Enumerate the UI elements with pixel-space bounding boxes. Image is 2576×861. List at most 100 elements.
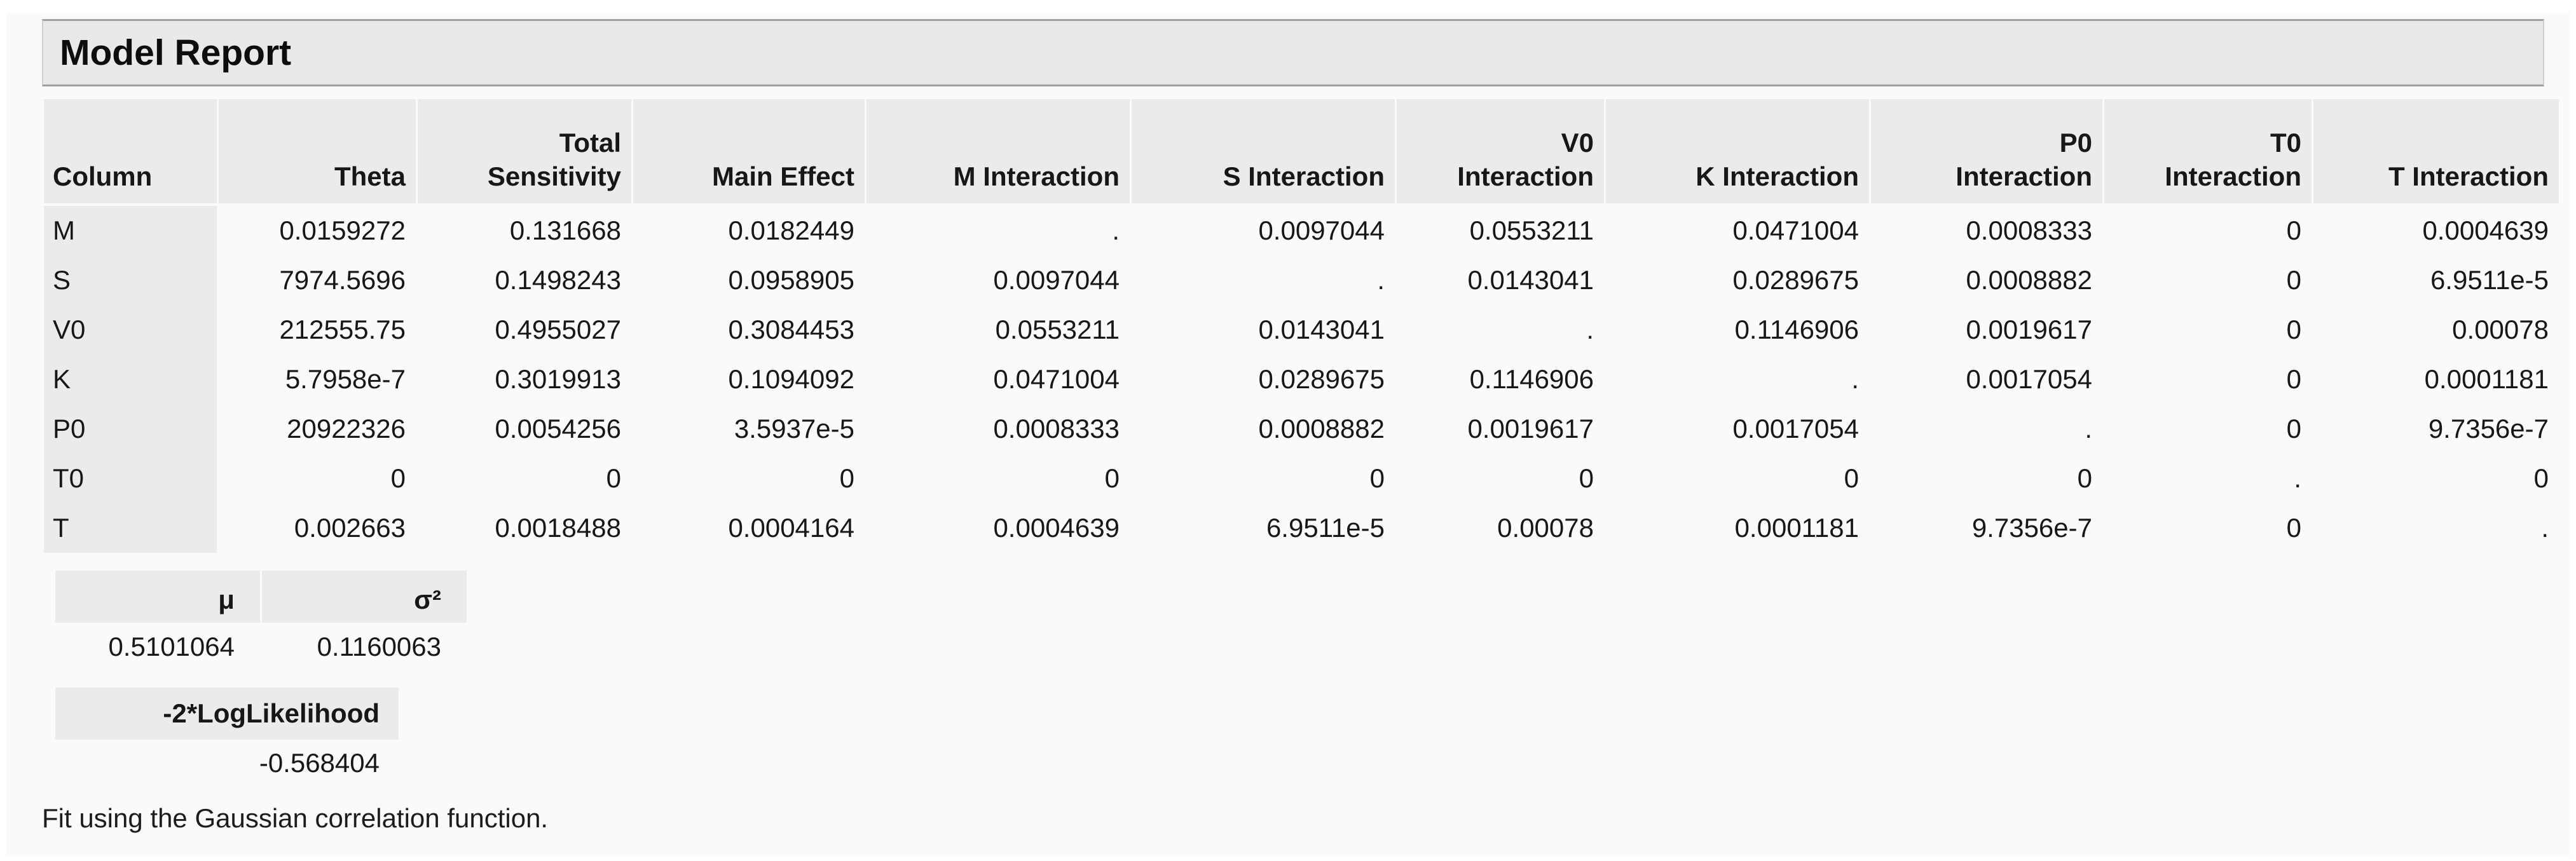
stats-header-row: μ σ²	[55, 571, 467, 623]
cell: .	[2294, 463, 2301, 493]
cell: 0.1498243	[495, 265, 621, 295]
column-header-2: Total Sensitivity	[418, 99, 631, 206]
row-label: M	[44, 206, 217, 255]
cell: 5.7958e-7	[285, 364, 406, 394]
table-row: V0 212555.75 0.4955027 0.3084453 0.0553211 0.…	[44, 305, 2559, 355]
cell: 0.0159272	[279, 215, 406, 245]
mu-sigma-table: μ σ² 0.5101064 0.1160063	[53, 571, 469, 671]
cell: 0.0004639	[2422, 215, 2549, 245]
mu-header: μ	[55, 571, 260, 623]
cell: 0.0097044	[993, 265, 1120, 295]
cell: 0	[2286, 315, 2301, 344]
column-header-5: S Interaction	[1132, 99, 1395, 206]
cell: 0.0004639	[993, 513, 1120, 543]
model-report-panel: Model Report Column Theta Total Sensitivit…	[6, 13, 2570, 856]
cell: 0.0289675	[1732, 265, 1859, 295]
cell: 0.0553211	[1469, 215, 1594, 245]
cell: 0	[1369, 463, 1385, 493]
cell: 0.0471004	[993, 364, 1120, 394]
loglikelihood-value-row: -0.568404	[55, 740, 399, 787]
cell: .	[1112, 215, 1120, 245]
cell: 0.0471004	[1732, 215, 1859, 245]
loglikelihood-header: -2*LogLikelihood	[55, 688, 399, 740]
column-header-6: V0 Interaction	[1397, 99, 1604, 206]
cell: 0.131668	[509, 215, 621, 245]
cell: 0	[2077, 463, 2092, 493]
cell: 9.7356e-7	[2428, 414, 2549, 444]
row-label: V0	[44, 305, 217, 355]
cell: 0.0553211	[995, 315, 1120, 344]
mu-value: 0.5101064	[108, 632, 235, 661]
cell: .	[1377, 265, 1385, 295]
cell: 0.0004164	[728, 513, 854, 543]
cell: 7974.5696	[279, 265, 406, 295]
cell: 20922326	[287, 414, 406, 444]
cell: 0.0958905	[728, 265, 854, 295]
cell: 0.0019617	[1467, 414, 1594, 444]
loglikelihood-value: -0.568404	[259, 748, 380, 778]
column-header-4: M Interaction	[867, 99, 1130, 206]
cell: 0.1146906	[1734, 315, 1859, 344]
table-row: T0 0 0 0 0 0 0 0 0. 0	[44, 454, 2559, 503]
cell: 0	[1579, 463, 1594, 493]
stats-value-row: 0.5101064 0.1160063	[55, 623, 467, 671]
loglikelihood-table: -2*LogLikelihood -0.568404	[53, 688, 401, 787]
cell: 0.3084453	[728, 315, 854, 344]
cell: 0	[1104, 463, 1120, 493]
cell: 0.0018488	[495, 513, 621, 543]
fit-note: Fit using the Gaussian correlation funct…	[42, 803, 549, 833]
cell: .	[2541, 513, 2549, 543]
table-row: M 0.0159272 0.131668 0.0182449. 0.0097044 0.0…	[44, 206, 2559, 255]
cell: 0.0097044	[1258, 215, 1385, 245]
cell: 0.0143041	[1467, 265, 1594, 295]
table-row: S 7974.5696 0.1498243 0.0958905 0.0097044. 0.…	[44, 255, 2559, 305]
cell: .	[1851, 364, 1859, 394]
sigma-squared-header: σ²	[262, 571, 467, 623]
cell: 6.9511e-5	[1266, 513, 1385, 543]
cell: .	[2085, 414, 2092, 444]
table-row: T 0.002663 0.0018488 0.0004164 0.0004639 6.95…	[44, 503, 2559, 553]
page-title: Model Report	[60, 32, 292, 73]
cell: 0	[2286, 265, 2301, 295]
cell: 212555.75	[279, 315, 406, 344]
row-label: K	[44, 355, 217, 404]
cell: 0	[390, 463, 406, 493]
column-header-9: T0 Interaction	[2104, 99, 2312, 206]
table-row: K 5.7958e-7 0.3019913 0.1094092 0.0471004 0.0…	[44, 355, 2559, 404]
cell: 0	[2286, 513, 2301, 543]
column-header-3: Main Effect	[633, 99, 865, 206]
table-header-row: Column Theta Total Sensitivity Main Effect M…	[44, 99, 2559, 206]
sensitivity-table: Column Theta Total Sensitivity Main Effect M…	[42, 99, 2561, 553]
cell: 0	[2533, 463, 2549, 493]
cell: 0.0017054	[1966, 364, 2092, 394]
cell: 6.9511e-5	[2430, 265, 2549, 295]
cell: 0	[2286, 364, 2301, 394]
column-header-7: K Interaction	[1606, 99, 1869, 206]
cell: 0.0182449	[728, 215, 854, 245]
cell: 0.0017054	[1732, 414, 1859, 444]
cell: 0.0008882	[1966, 265, 2092, 295]
column-header-0: Column	[44, 99, 217, 206]
cell: 0.0001181	[1734, 513, 1859, 543]
cell: 0.0289675	[1258, 364, 1385, 394]
column-header-1: Theta	[219, 99, 416, 206]
sigma-squared-value: 0.1160063	[317, 632, 441, 661]
cell: 0	[2286, 215, 2301, 245]
cell: 0.0008333	[1966, 215, 2092, 245]
cell: 0.0001181	[2424, 364, 2549, 394]
report-title-bar[interactable]: Model Report	[42, 19, 2544, 86]
cell: 0.00078	[2452, 315, 2549, 344]
cell: 0	[2286, 414, 2301, 444]
cell: 9.7356e-7	[1971, 513, 2092, 543]
cell: 3.5937e-5	[734, 414, 854, 444]
column-header-10: T Interaction	[2313, 99, 2559, 206]
cell: 0.1146906	[1469, 364, 1594, 394]
cell: 0.0008333	[993, 414, 1120, 444]
cell: 0.0143041	[1258, 315, 1385, 344]
cell: 0	[839, 463, 854, 493]
row-label: S	[44, 255, 217, 305]
table-row: P0 20922326 0.0054256 3.5937e-5 0.0008333 0.0…	[44, 404, 2559, 454]
cell: 0	[1844, 463, 1859, 493]
cell: .	[1586, 315, 1594, 344]
loglikelihood-header-row: -2*LogLikelihood	[55, 688, 399, 740]
